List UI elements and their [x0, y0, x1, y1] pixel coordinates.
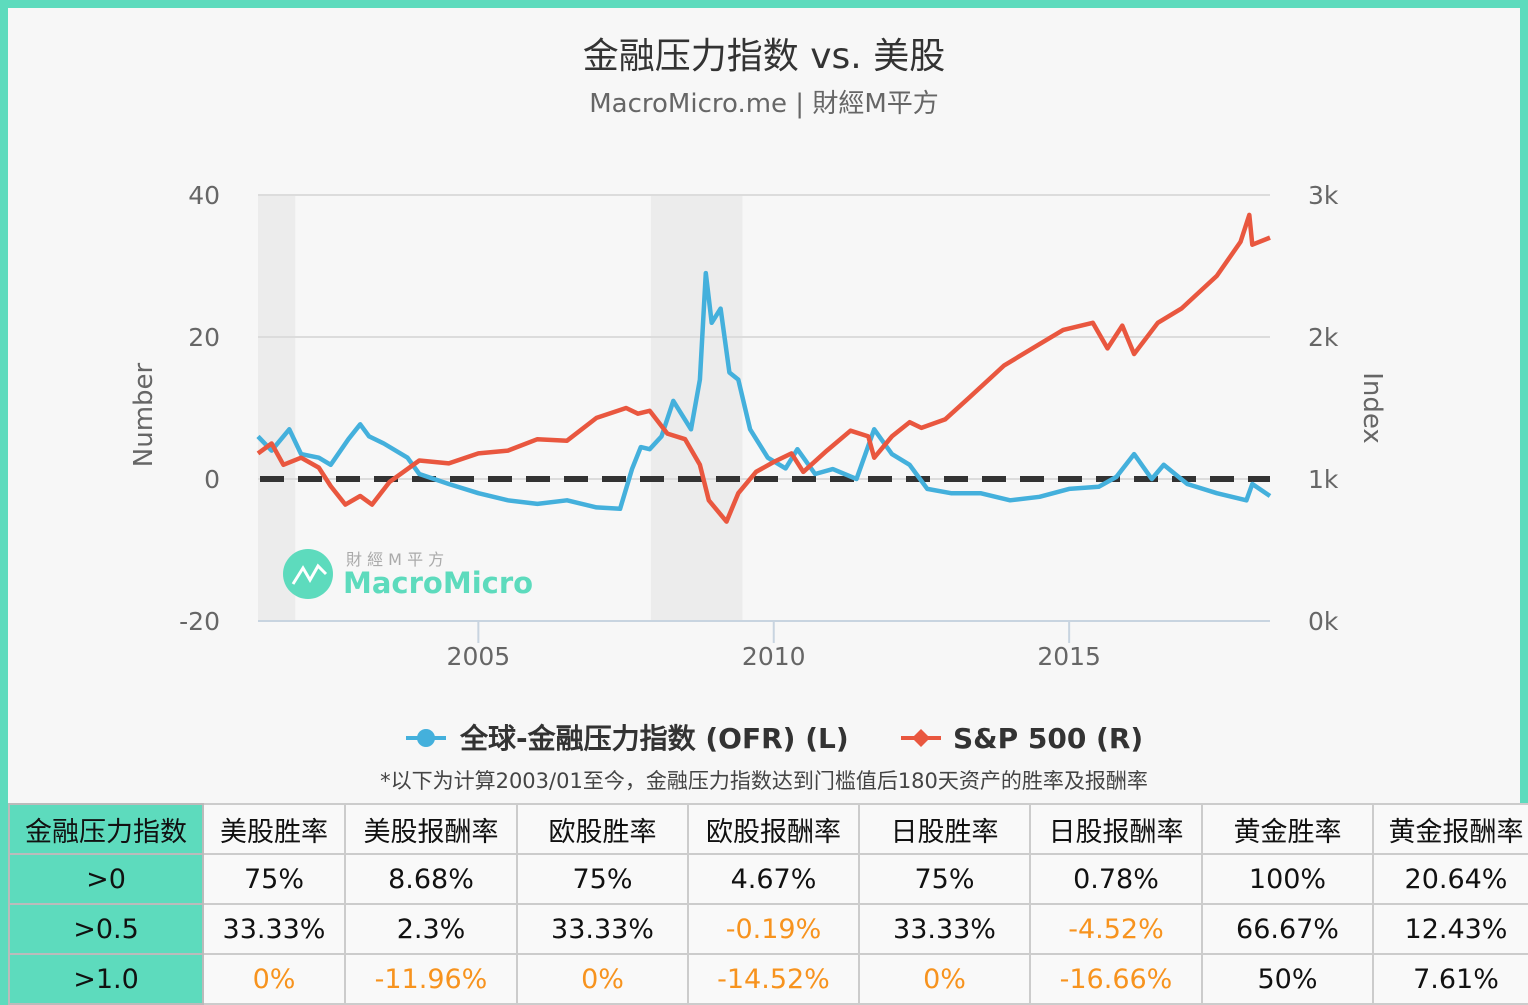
- chart-subtitle: MacroMicro.me | 財經M平方: [589, 89, 939, 119]
- chart-panel: 金融压力指数 vs. 美股 MacroMicro.me | 財經M平方 財 經 …: [8, 8, 1520, 803]
- column-header: 日股报酬率: [1029, 803, 1203, 855]
- table-row: >0.5 33.33% 2.3% 33.33% -0.19% 33.33% -4.52% 66…: [8, 903, 1528, 955]
- value-cell: -14.52%: [687, 953, 860, 1005]
- chart-title: 金融压力指数 vs. 美股: [583, 36, 945, 77]
- value-cell: 33.33%: [202, 903, 346, 955]
- threshold-cell: >0: [8, 853, 204, 905]
- value-cell: 33.33%: [858, 903, 1031, 955]
- stats-table: 金融压力指数 美股胜率 美股报酬率 欧股胜率 欧股报酬率 日股胜率 日股报酬率 黄金胜率 黄金报…: [8, 803, 1528, 1005]
- column-header: 黄金胜率: [1201, 803, 1374, 855]
- value-cell: 100%: [1201, 853, 1374, 905]
- legend-label-ofr: 全球-金融压力指数 (OFR) (L): [459, 722, 849, 755]
- value-cell: 75%: [858, 853, 1031, 905]
- x-tick-label: 2015: [1037, 642, 1101, 671]
- value-cell: 33.33%: [516, 903, 689, 955]
- series-ofr-line: [256, 270, 1272, 512]
- value-cell: 20.64%: [1372, 853, 1528, 905]
- column-header: 金融压力指数: [8, 803, 204, 855]
- left-axis-title: Number: [129, 362, 159, 467]
- value-cell: 0%: [858, 953, 1031, 1005]
- macromicro-watermark: 財 經 M 平 方 MacroMicro: [283, 549, 533, 600]
- value-cell: 75%: [202, 853, 346, 905]
- value-cell: -16.66%: [1029, 953, 1203, 1005]
- threshold-cell: >1.0: [8, 953, 204, 1005]
- column-header: 欧股报酬率: [687, 803, 860, 855]
- value-cell: 4.67%: [687, 853, 860, 905]
- value-cell: 50%: [1201, 953, 1374, 1005]
- series-sp500-line: [256, 212, 1271, 524]
- value-cell: 66.67%: [1201, 903, 1374, 955]
- table-row: >0 75% 8.68% 75% 4.67% 75% 0.78% 100% 20.64%: [8, 853, 1528, 905]
- right-axis-title: Index: [1357, 372, 1387, 444]
- x-tick-label: 2010: [742, 642, 806, 671]
- value-cell: -0.19%: [687, 903, 860, 955]
- value-cell: 12.43%: [1372, 903, 1528, 955]
- left-tick-label: 0: [204, 465, 220, 494]
- legend-item-ofr[interactable]: 全球-金融压力指数 (OFR) (L): [406, 722, 849, 755]
- column-header: 美股报酬率: [344, 803, 518, 855]
- calculation-note: *以下为计算2003/01至今，金融压力指数达到门槛值后180天资产的胜率及报酬…: [380, 769, 1148, 793]
- chart: 金融压力指数 vs. 美股 MacroMicro.me | 財經M平方 財 經 …: [129, 36, 1387, 793]
- right-tick-label: 0k: [1308, 607, 1339, 636]
- legend-label-sp500: S&P 500 (R): [953, 722, 1143, 755]
- value-cell: 0%: [202, 953, 346, 1005]
- legend: 全球-金融压力指数 (OFR) (L) S&P 500 (R): [406, 722, 1143, 755]
- threshold-cell: >0.5: [8, 903, 204, 955]
- column-header: 美股胜率: [202, 803, 346, 855]
- legend-marker-circle-icon: [417, 729, 435, 747]
- value-cell: -11.96%: [344, 953, 518, 1005]
- value-cell: -4.52%: [1029, 903, 1203, 955]
- column-header: 日股胜率: [858, 803, 1031, 855]
- right-tick-label: 1k: [1308, 465, 1339, 494]
- table-header-row: 金融压力指数 美股胜率 美股报酬率 欧股胜率 欧股报酬率 日股胜率 日股报酬率 黄金胜率 黄金报…: [8, 803, 1528, 855]
- column-header: 欧股胜率: [516, 803, 689, 855]
- x-tick-label: 2005: [447, 642, 511, 671]
- left-tick-label: 20: [188, 323, 220, 352]
- left-tick-label: -20: [179, 607, 220, 636]
- shaded-period: [258, 195, 296, 621]
- column-header: 黄金报酬率: [1372, 803, 1528, 855]
- watermark-chinese: 財 經 M 平 方: [346, 550, 444, 569]
- table-row: >1.0 0% -11.96% 0% -14.52% 0% -16.66% 50% 7.61%: [8, 953, 1528, 1005]
- value-cell: 7.61%: [1372, 953, 1528, 1005]
- right-tick-label: 3k: [1308, 181, 1339, 210]
- value-cell: 2.3%: [344, 903, 518, 955]
- legend-marker-diamond-icon: [912, 729, 930, 747]
- left-tick-label: 40: [188, 181, 220, 210]
- right-tick-label: 2k: [1308, 323, 1339, 352]
- watermark-brand: MacroMicro: [343, 566, 533, 600]
- value-cell: 0%: [516, 953, 689, 1005]
- value-cell: 0.78%: [1029, 853, 1203, 905]
- value-cell: 75%: [516, 853, 689, 905]
- value-cell: 8.68%: [344, 853, 518, 905]
- legend-item-sp500[interactable]: S&P 500 (R): [901, 722, 1143, 755]
